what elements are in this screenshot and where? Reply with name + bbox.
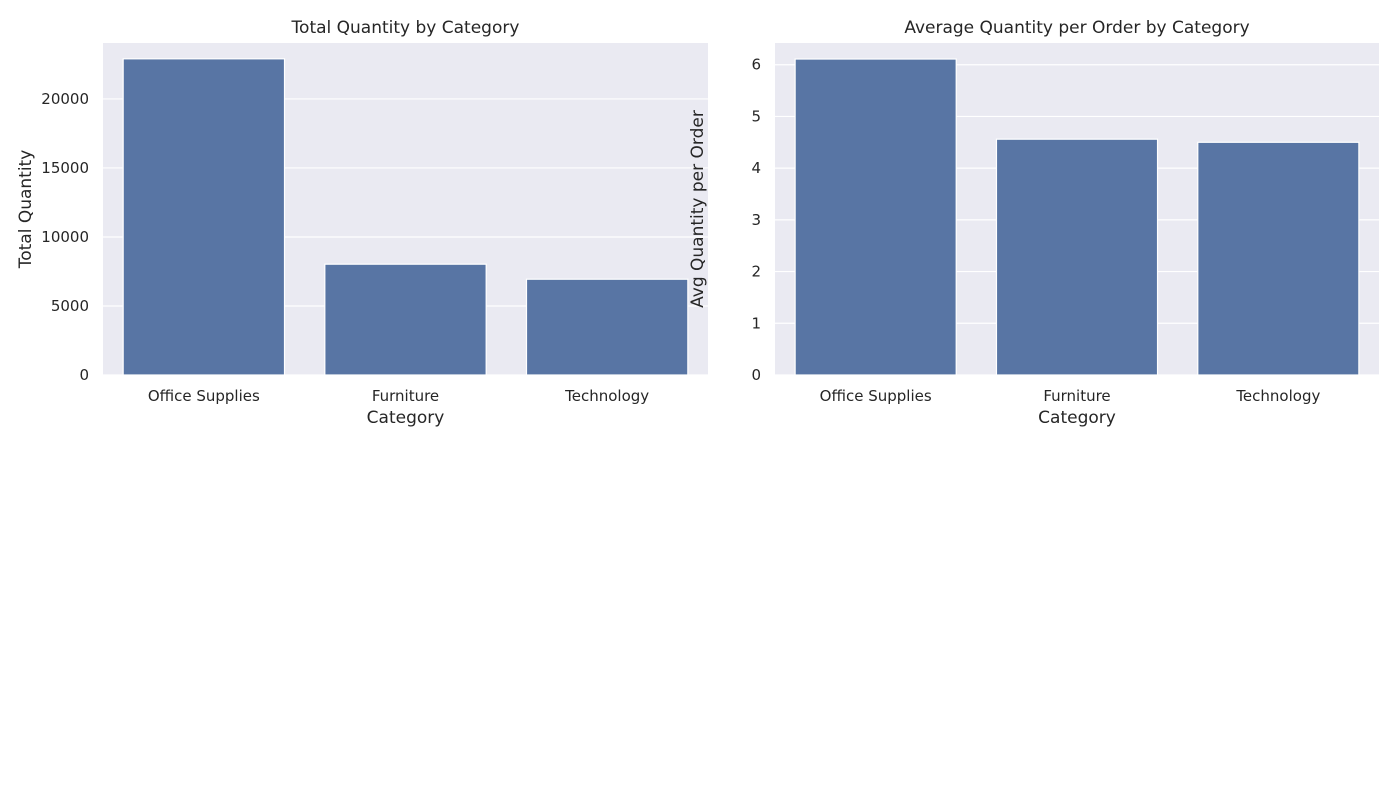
y-tick-label: 4 xyxy=(751,159,761,177)
x-axis-label: Category xyxy=(367,408,445,428)
bar-technology xyxy=(525,278,689,376)
y-tick-label: 15000 xyxy=(41,159,89,177)
y-tick-label: 20000 xyxy=(41,90,89,108)
x-tick-labels: Office Supplies Furniture Technology xyxy=(148,387,649,405)
chart-title: Total Quantity by Category xyxy=(291,18,520,38)
chart-average-quantity: 0 1 2 3 4 5 6 Office Supplies Furniture Technolo… xyxy=(688,18,1379,428)
bar-furniture xyxy=(324,263,487,376)
y-axis-label: Total Quantity xyxy=(16,150,36,270)
chart-title: Average Quantity per Order by Category xyxy=(904,18,1249,38)
x-tick-labels: Office Supplies Furniture Technology xyxy=(820,387,1321,405)
y-tick-label: 5 xyxy=(751,107,761,125)
x-tick-label: Technology xyxy=(564,387,649,405)
x-tick-label: Furniture xyxy=(372,387,439,405)
x-axis-label: Category xyxy=(1038,408,1116,428)
x-tick-label: Office Supplies xyxy=(820,387,932,405)
y-tick-labels: 0 5000 10000 15000 20000 xyxy=(41,90,89,384)
y-tick-label: 1 xyxy=(751,314,761,332)
x-tick-label: Office Supplies xyxy=(148,387,260,405)
bars xyxy=(122,58,689,376)
y-tick-label: 3 xyxy=(751,211,761,229)
chart-total-quantity: 0 5000 10000 15000 20000 Office Supplies Furn… xyxy=(16,18,708,428)
y-tick-label: 5000 xyxy=(51,297,89,315)
y-tick-label: 6 xyxy=(751,56,761,74)
y-tick-label: 0 xyxy=(79,366,89,384)
y-tick-label: 0 xyxy=(751,366,761,384)
bar-technology xyxy=(1197,141,1360,376)
y-axis-label: Avg Quantity per Order xyxy=(688,110,708,308)
x-tick-label: Technology xyxy=(1235,387,1320,405)
bar-office-supplies xyxy=(122,58,286,376)
bar-furniture xyxy=(995,138,1159,376)
bars xyxy=(794,58,1360,376)
y-tick-label: 10000 xyxy=(41,228,89,246)
x-tick-label: Furniture xyxy=(1043,387,1110,405)
bar-office-supplies xyxy=(794,58,957,376)
y-tick-label: 2 xyxy=(751,263,761,281)
y-tick-labels: 0 1 2 3 4 5 6 xyxy=(751,56,761,384)
